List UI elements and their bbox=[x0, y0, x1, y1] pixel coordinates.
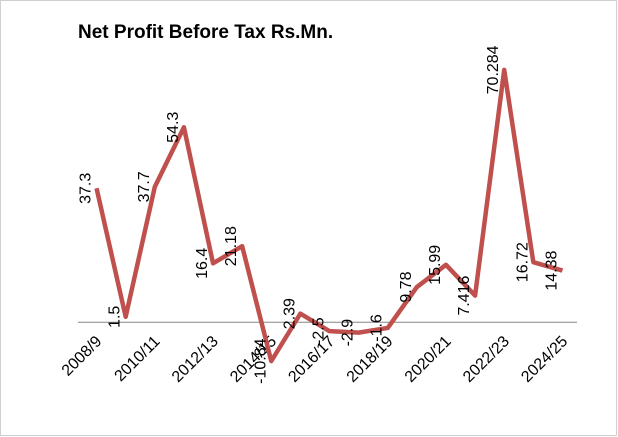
chart-title: Net Profit Before Tax Rs.Mn. bbox=[78, 22, 333, 43]
data-label: 37.7 bbox=[136, 171, 153, 202]
data-label: -2.9 bbox=[340, 319, 357, 347]
data-label: 16.4 bbox=[194, 248, 211, 279]
data-label: 37.3 bbox=[78, 173, 95, 204]
data-label: 7.416 bbox=[456, 275, 473, 315]
data-label: 54.3 bbox=[165, 112, 182, 143]
data-label: -10.84 bbox=[252, 338, 269, 383]
data-label: 21.18 bbox=[223, 226, 240, 266]
data-label: 70.284 bbox=[485, 45, 502, 94]
data-label: 14.38 bbox=[543, 250, 560, 290]
data-label: 9.78 bbox=[398, 271, 415, 302]
data-label: 1.5 bbox=[107, 306, 124, 328]
data-label: -2.5 bbox=[311, 317, 328, 345]
data-label: 15.99 bbox=[427, 245, 444, 285]
data-label: 16.72 bbox=[514, 242, 531, 282]
data-label: -1.6 bbox=[369, 314, 386, 342]
line-series bbox=[94, 67, 564, 364]
data-label: 2.39 bbox=[281, 298, 298, 329]
